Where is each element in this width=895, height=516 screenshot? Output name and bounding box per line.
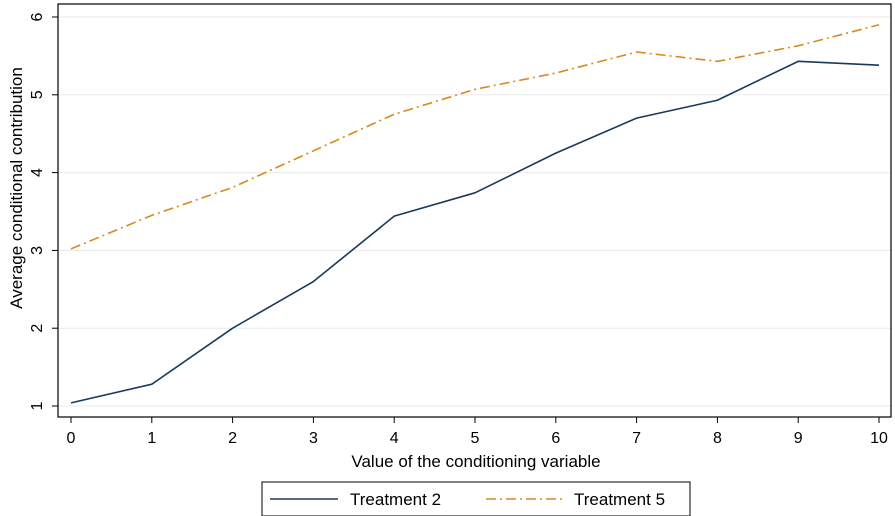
- grid-lines: [58, 16, 891, 407]
- x-tick-label: 7: [632, 430, 641, 447]
- x-tick-label: 10: [870, 430, 888, 447]
- y-axis-label: Average conditional contribution: [7, 67, 26, 309]
- series-line-treatment-2: [70, 60, 880, 404]
- x-axis-label: Value of the conditioning variable: [351, 452, 600, 471]
- series-lines: [70, 24, 880, 404]
- x-tick-label: 0: [67, 430, 76, 447]
- series-line-treatment-5: [70, 24, 880, 250]
- y-tick-label: 1: [29, 401, 46, 410]
- x-tick-label: 3: [309, 430, 318, 447]
- x-tick-label: 2: [228, 430, 237, 447]
- legend-label: Treatment 5: [574, 490, 665, 509]
- legend: Treatment 2 Treatment 5: [261, 481, 691, 516]
- y-tick-label: 4: [29, 168, 46, 177]
- plot-area-frame: [57, 3, 892, 418]
- y-tick-label: 6: [29, 12, 46, 21]
- x-tick-label: 8: [713, 430, 722, 447]
- x-tick-label: 4: [390, 430, 399, 447]
- y-axis: 1 2 3 4 5 6: [29, 12, 58, 410]
- y-tick-label: 5: [29, 90, 46, 99]
- y-tick-label: 2: [29, 324, 46, 333]
- x-tick-label: 1: [147, 430, 156, 447]
- x-tick-label: 5: [471, 430, 480, 447]
- legend-label: Treatment 2: [350, 490, 441, 509]
- x-tick-label: 6: [551, 430, 560, 447]
- x-tick-label: 9: [794, 430, 803, 447]
- y-tick-label: 3: [29, 246, 46, 255]
- x-axis: 0 1 2 3 4 5 6 7 8 9 10: [67, 417, 888, 447]
